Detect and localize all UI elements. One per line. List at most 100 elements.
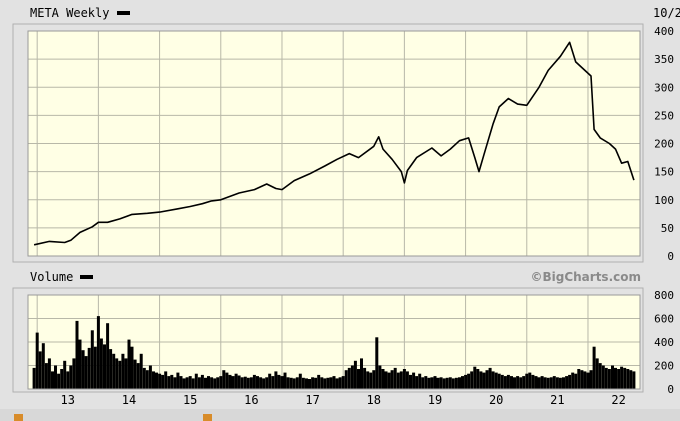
volume-bar [494, 372, 498, 389]
volume-bar [81, 350, 85, 389]
price-tick-label: 250 [654, 109, 674, 122]
volume-bar [103, 344, 106, 389]
volume-tick-label: 600 [654, 313, 674, 326]
volume-bar [204, 377, 207, 389]
volume-bar [571, 372, 575, 389]
volume-bar [225, 372, 229, 389]
price-grid [28, 30, 640, 257]
volume-bar [51, 371, 54, 389]
volume-bar [72, 358, 76, 389]
legend-swatch [117, 11, 130, 15]
volume-bar [127, 339, 131, 389]
volume-bar [405, 371, 409, 389]
volume-bar [277, 374, 281, 389]
volume-bar [522, 376, 526, 389]
volume-bar [99, 338, 103, 389]
volume-bar [301, 377, 305, 389]
volume-bar [372, 370, 376, 389]
volume-bar [528, 372, 532, 389]
price-tick-label: 200 [654, 138, 674, 151]
x-axis-labels: 13 14 15 16 17 18 19 20 21 22 [61, 393, 626, 407]
volume-bar [124, 358, 128, 389]
volume-bar [182, 378, 186, 389]
volume-bar [470, 371, 474, 389]
price-tick-label: 50 [661, 222, 674, 235]
volume-bar [176, 372, 180, 389]
volume-bar [112, 353, 116, 390]
volume-bar [519, 377, 523, 390]
volume-bar [256, 376, 259, 389]
x-tick-label: 16 [244, 393, 258, 407]
volume-bar [93, 346, 97, 389]
volume-bar [393, 367, 397, 389]
volume-bar [170, 374, 174, 389]
price-tick-label: 100 [654, 194, 674, 207]
volume-bar [491, 371, 495, 389]
volume-bar [516, 376, 520, 389]
x-tick-label: 14 [122, 393, 136, 407]
volume-bar [54, 365, 57, 389]
volume-bar [75, 320, 79, 389]
volume-bar [317, 374, 321, 389]
price-tick-label: 400 [654, 25, 674, 38]
volume-bar [540, 376, 544, 389]
volume-bar [84, 356, 88, 389]
volume-bar [158, 373, 162, 389]
volume-bar [513, 377, 516, 390]
volume-bar [194, 373, 198, 389]
volume-bar [240, 377, 244, 390]
volume-bar [173, 377, 177, 390]
volume-bar [583, 371, 587, 389]
volume-bar [384, 371, 388, 389]
volume-bar [592, 346, 596, 389]
volume-bar [185, 377, 189, 390]
volume-bar [311, 377, 315, 390]
volume-bar [115, 358, 119, 389]
volume-bar [378, 365, 382, 389]
volume-tick-label: 800 [654, 289, 674, 302]
bottom-icon-left [14, 414, 23, 421]
volume-bar [320, 377, 324, 390]
volume-bar [620, 366, 624, 389]
volume-bar [598, 363, 602, 389]
volume-bar [555, 377, 559, 390]
x-tick-label: 20 [489, 393, 503, 407]
volume-bar [262, 378, 266, 389]
volume-bar [525, 373, 529, 389]
volume-bar [78, 339, 82, 389]
volume-bar [308, 379, 311, 389]
volume-bar [543, 377, 547, 390]
volume-bar [191, 378, 195, 389]
volume-bar [482, 372, 486, 389]
price-tick-label: 0 [667, 250, 674, 263]
volume-bar [607, 369, 611, 389]
volume-bar [210, 377, 214, 390]
volume-bar [402, 369, 406, 389]
volume-bar [366, 371, 370, 389]
volume-bar [412, 372, 416, 389]
volume-bar [464, 374, 468, 389]
volume-bar [259, 377, 263, 390]
volume-bar [145, 370, 149, 389]
volume-bar [338, 377, 342, 390]
volume-bar [326, 377, 330, 389]
volume-bar [577, 369, 581, 389]
chart-title: META Weekly [30, 6, 109, 20]
volume-bar [44, 363, 48, 389]
volume-bar [289, 377, 293, 389]
volume-legend-swatch [80, 275, 93, 279]
volume-bar [87, 347, 91, 389]
x-tick-label: 18 [367, 393, 381, 407]
volume-bar [421, 377, 425, 390]
volume-bar [430, 377, 434, 390]
volume-bar [479, 371, 483, 389]
bottom-strip [0, 409, 680, 421]
volume-bar [549, 377, 553, 390]
volume-bar [531, 374, 535, 389]
volume-tick-label: 400 [654, 336, 674, 349]
volume-bar [286, 377, 290, 390]
volume-bar [617, 369, 621, 389]
volume-bar [436, 377, 440, 389]
volume-bar [396, 372, 400, 389]
